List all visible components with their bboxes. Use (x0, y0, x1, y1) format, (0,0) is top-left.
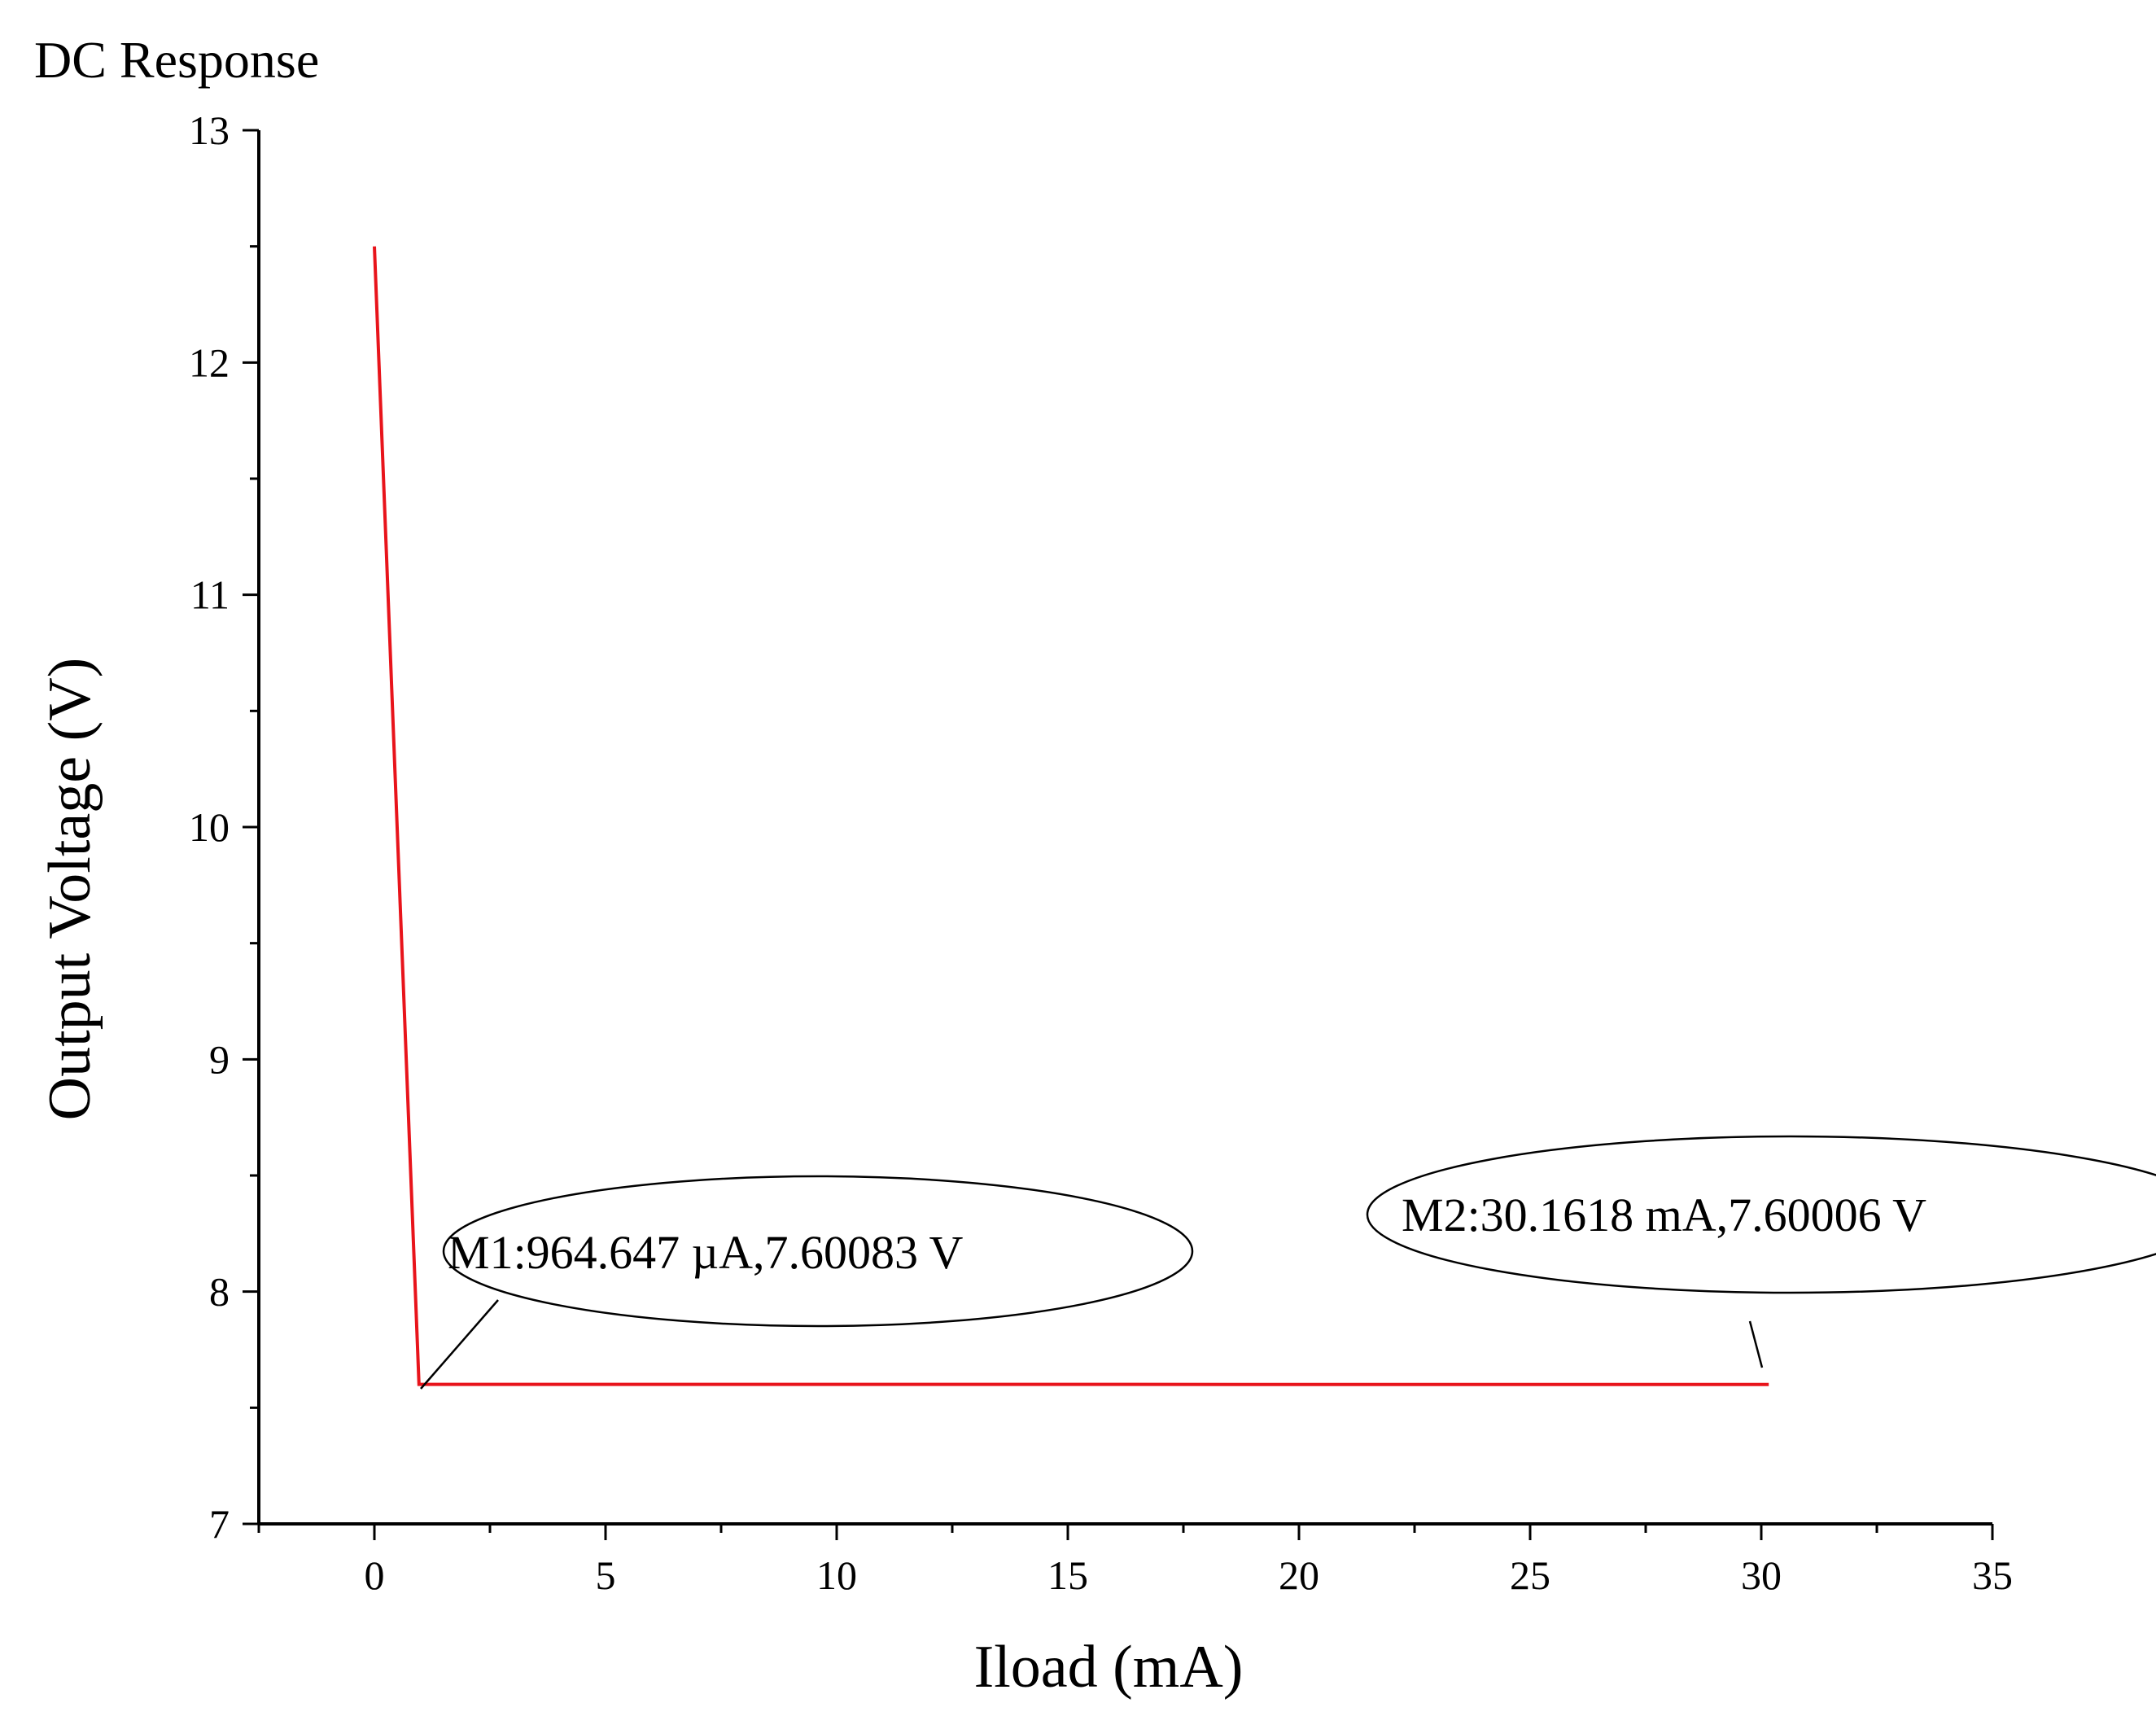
chart-title: DC Response (34, 31, 319, 89)
x-tick-label: 5 (596, 1552, 616, 1598)
x-tick-label: 0 (365, 1552, 385, 1598)
y-tick-label: 13 (189, 107, 230, 153)
y-axis-title: Output Voltage (V) (37, 658, 103, 1121)
x-tick-label: 15 (1047, 1552, 1088, 1598)
marker-2-callout-ellipse (1366, 1135, 2156, 1294)
y-tick-label: 8 (209, 1269, 230, 1315)
marker-2-leader-line (1748, 1320, 1764, 1368)
y-tick-label: 11 (190, 572, 230, 618)
x-tick-label: 30 (1741, 1552, 1782, 1598)
marker-2-label: M2:30.1618 mA,7.60006 V (1402, 1189, 1926, 1241)
series-line (373, 246, 1769, 1386)
x-tick-label: 10 (816, 1552, 857, 1598)
marker-1-callout-ellipse (442, 1175, 1194, 1328)
y-tick-label: 9 (209, 1036, 230, 1082)
y-tick-label: 7 (209, 1501, 230, 1547)
annotations-group: M1:964.647 µA,7.60083 V M2:30.1618 mA,7.6… (420, 1135, 2156, 1390)
marker-1-label: M1:964.647 µA,7.60083 V (448, 1226, 963, 1279)
y-tick-label: 10 (189, 804, 230, 850)
plot-area (373, 246, 1769, 1386)
x-tick-label: 20 (1279, 1552, 1319, 1598)
x-tick-label: 25 (1510, 1552, 1550, 1598)
marker-1-leader-line (420, 1299, 499, 1390)
x-tick-label: 35 (1972, 1552, 2013, 1598)
axes-group: 0 5 10 15 20 25 30 35 7 8 9 10 11 12 13 (189, 107, 2013, 1598)
x-axis-title: Iload (mA) (974, 1634, 1244, 1701)
y-tick-label: 12 (189, 339, 230, 385)
